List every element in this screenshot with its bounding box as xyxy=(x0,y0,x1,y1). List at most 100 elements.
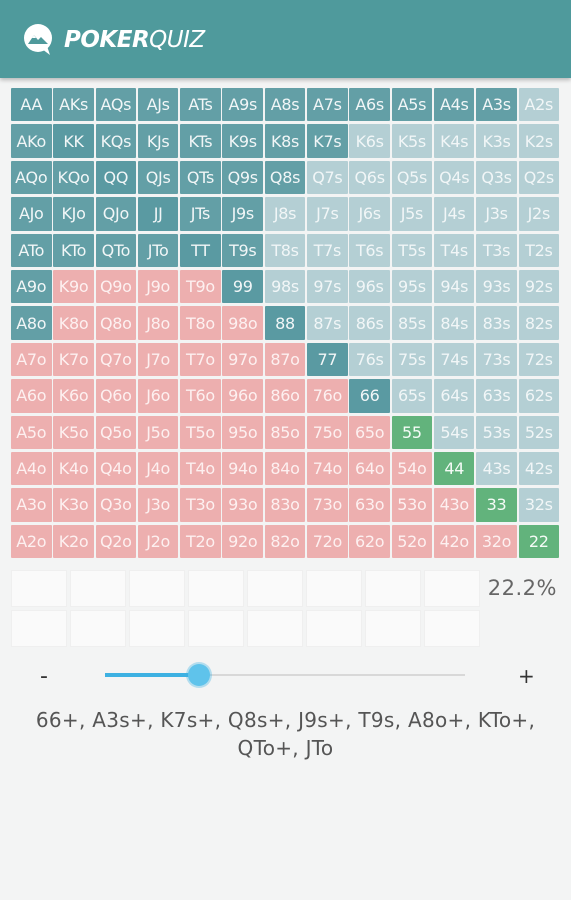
hand-cell[interactable]: QJo xyxy=(95,197,137,231)
hand-cell[interactable]: KTs xyxy=(180,124,221,158)
hand-cell[interactable]: AQs xyxy=(95,88,137,122)
slider-thumb[interactable] xyxy=(187,664,210,686)
hand-cell[interactable]: QTs xyxy=(180,160,221,195)
hand-cell[interactable]: KQs xyxy=(95,124,137,158)
hand-cell[interactable]: A5o xyxy=(11,415,52,449)
hand-cell[interactable]: A9s xyxy=(222,88,263,122)
hand-cell[interactable]: T2s xyxy=(518,233,560,267)
hand-cell[interactable]: 97o xyxy=(222,342,263,377)
hand-cell[interactable]: 54s xyxy=(433,415,475,449)
hand-cell[interactable]: J3o xyxy=(137,488,179,522)
hand-cell[interactable]: 84o xyxy=(264,451,306,486)
hand-cell[interactable]: 63o xyxy=(349,488,390,522)
hand-cell[interactable]: J2s xyxy=(518,197,560,231)
decrease-button[interactable]: - xyxy=(40,664,48,689)
hand-cell[interactable]: K6s xyxy=(349,124,390,158)
hand-cell[interactable]: 53o xyxy=(391,488,433,522)
hand-cell[interactable]: K5o xyxy=(53,415,94,449)
hand-cell[interactable]: A8s xyxy=(264,88,306,122)
hand-cell[interactable]: T8o xyxy=(180,306,221,340)
hand-cell[interactable]: 74s xyxy=(433,342,475,377)
hand-cell[interactable]: A7o xyxy=(11,342,52,377)
hand-cell[interactable]: 42s xyxy=(518,451,560,486)
hand-cell[interactable]: TT xyxy=(180,233,221,267)
hand-cell[interactable]: A7s xyxy=(307,88,348,122)
hand-cell[interactable]: 75o xyxy=(307,415,348,449)
hand-cell[interactable]: ATo xyxy=(11,233,52,267)
hand-cell[interactable]: QTo xyxy=(95,233,137,267)
hand-cell[interactable]: KK xyxy=(53,124,94,158)
hand-cell[interactable]: AQo xyxy=(11,160,52,195)
hand-cell[interactable]: A5s xyxy=(391,88,433,122)
hand-cell[interactable]: 87s xyxy=(307,306,348,340)
hand-cell[interactable]: A4s xyxy=(433,88,475,122)
hand-cell[interactable]: A3s xyxy=(476,88,517,122)
hand-cell[interactable]: 85s xyxy=(391,306,433,340)
hand-cell[interactable]: J2o xyxy=(137,524,179,559)
hand-cell[interactable]: 54o xyxy=(391,451,433,486)
hand-cell[interactable]: 65s xyxy=(391,379,433,413)
hand-cell[interactable]: Q5o xyxy=(95,415,137,449)
hand-cell[interactable]: 76s xyxy=(349,342,390,377)
hand-cell[interactable]: J3s xyxy=(476,197,517,231)
hand-cell[interactable]: J8s xyxy=(264,197,306,231)
hand-cell[interactable]: K3o xyxy=(53,488,94,522)
hand-cell[interactable]: A3o xyxy=(11,488,52,522)
hand-cell[interactable]: 96o xyxy=(222,379,263,413)
hand-cell[interactable]: Q2o xyxy=(95,524,137,559)
hand-cell[interactable]: 42o xyxy=(433,524,475,559)
hand-cell[interactable]: Q8o xyxy=(95,306,137,340)
hand-cell[interactable]: K3s xyxy=(476,124,517,158)
hand-cell[interactable]: Q7s xyxy=(307,160,348,195)
hand-cell[interactable]: 92s xyxy=(518,269,560,304)
hand-cell[interactable]: 83o xyxy=(264,488,306,522)
hand-cell[interactable]: 32s xyxy=(518,488,560,522)
hand-cell[interactable]: T5o xyxy=(180,415,221,449)
hand-cell[interactable]: A6o xyxy=(11,379,52,413)
hand-cell[interactable]: 73o xyxy=(307,488,348,522)
hand-cell[interactable]: 72o xyxy=(307,524,348,559)
hand-cell[interactable]: JTo xyxy=(137,233,179,267)
range-slider[interactable] xyxy=(105,664,465,686)
hand-cell[interactable]: 93o xyxy=(222,488,263,522)
hand-cell[interactable]: 95o xyxy=(222,415,263,449)
hand-cell[interactable]: K4o xyxy=(53,451,94,486)
hand-cell[interactable]: Q8s xyxy=(264,160,306,195)
hand-cell[interactable]: K2o xyxy=(53,524,94,559)
hand-cell[interactable]: Q7o xyxy=(95,342,137,377)
hand-cell[interactable]: K6o xyxy=(53,379,94,413)
hand-cell[interactable]: T4o xyxy=(180,451,221,486)
hand-cell[interactable]: A9o xyxy=(11,269,52,304)
hand-cell[interactable]: 74o xyxy=(307,451,348,486)
hand-cell[interactable]: 99 xyxy=(222,269,263,304)
increase-button[interactable]: + xyxy=(518,664,535,688)
hand-cell[interactable]: 84s xyxy=(433,306,475,340)
hand-cell[interactable]: ATs xyxy=(180,88,221,122)
hand-cell[interactable]: 98o xyxy=(222,306,263,340)
hand-cell[interactable]: T6o xyxy=(180,379,221,413)
hand-cell[interactable]: A2s xyxy=(518,88,560,122)
hand-cell[interactable]: K8s xyxy=(264,124,306,158)
hand-cell[interactable]: T4s xyxy=(433,233,475,267)
hand-cell[interactable]: 87o xyxy=(264,342,306,377)
hand-cell[interactable]: A8o xyxy=(11,306,52,340)
hand-cell[interactable]: Q3o xyxy=(95,488,137,522)
hand-cell[interactable]: KJo xyxy=(53,197,94,231)
hand-cell[interactable]: K5s xyxy=(391,124,433,158)
hand-cell[interactable]: Q3s xyxy=(476,160,517,195)
hand-cell[interactable]: 64o xyxy=(349,451,390,486)
hand-cell[interactable]: J6s xyxy=(349,197,390,231)
hand-cell[interactable]: T9o xyxy=(180,269,221,304)
hand-range-grid[interactable]: AA AKs AQs AJs ATs A9s A8s A7s A6s A5s A4s A3s A2s AK… xyxy=(11,88,561,564)
hand-cell[interactable]: T3s xyxy=(476,233,517,267)
hand-cell[interactable]: 97s xyxy=(307,269,348,304)
hand-cell[interactable]: K8o xyxy=(53,306,94,340)
hand-cell[interactable]: QQ xyxy=(95,160,137,195)
hand-cell[interactable]: 44 xyxy=(433,451,475,486)
hand-cell[interactable]: JTs xyxy=(180,197,221,231)
hand-cell[interactable]: A2o xyxy=(11,524,52,559)
hand-cell[interactable]: AKo xyxy=(11,124,52,158)
hand-cell[interactable]: A6s xyxy=(349,88,390,122)
hand-cell[interactable]: 22 xyxy=(518,524,560,559)
hand-cell[interactable]: T7s xyxy=(307,233,348,267)
